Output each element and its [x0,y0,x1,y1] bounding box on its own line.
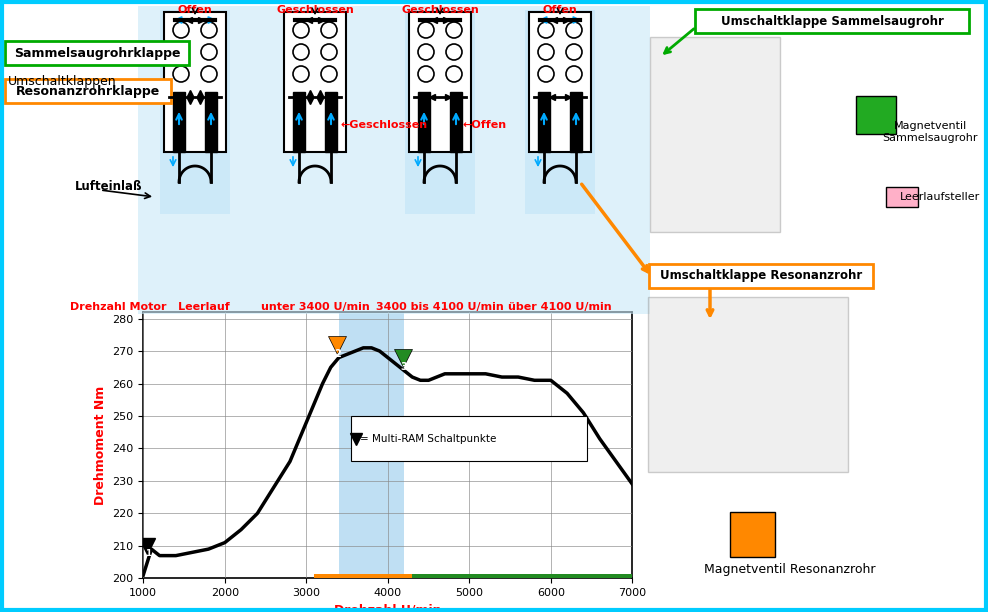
FancyBboxPatch shape [5,41,189,65]
Circle shape [446,44,462,60]
Text: Geschlossen: Geschlossen [401,5,479,15]
Text: 1: 1 [144,549,151,558]
Circle shape [566,66,582,82]
Bar [205,92,217,152]
Bar [164,12,226,152]
Text: Magnetventil
Sammelsaugrohr: Magnetventil Sammelsaugrohr [882,121,978,143]
Text: 3: 3 [400,362,407,373]
Bar [418,92,430,152]
Circle shape [418,66,434,82]
Text: Offen: Offen [178,5,212,15]
Bar [160,10,230,214]
Bar [293,92,305,152]
Circle shape [418,22,434,38]
Bar [412,575,632,578]
Text: = Multi-RAM Schaltpunkte: = Multi-RAM Schaltpunkte [360,434,496,444]
FancyBboxPatch shape [695,9,969,33]
Text: Drehzahl Motor   Leerlauf: Drehzahl Motor Leerlauf [70,302,230,312]
Bar [284,12,346,152]
Bar [173,92,185,152]
Text: ←Offen: ←Offen [462,120,506,130]
Bar [650,37,780,232]
Bar [314,575,412,578]
Text: Resonanzrohrklappe: Resonanzrohrklappe [16,84,160,97]
Circle shape [293,44,309,60]
Circle shape [293,66,309,82]
Text: Umschaltklappe Resonanzrohr: Umschaltklappe Resonanzrohr [660,269,863,283]
FancyBboxPatch shape [5,79,171,103]
Bar [325,92,337,152]
Circle shape [538,66,554,82]
Bar [648,297,848,472]
Circle shape [201,44,217,60]
Bar [856,96,896,134]
Bar [570,92,582,152]
Bar [405,10,475,214]
Bar [351,416,588,461]
Text: Umschaltklappen: Umschaltklappen [8,75,117,89]
Bar [538,92,550,152]
Text: Umschaltklappe Sammelsaugrohr: Umschaltklappe Sammelsaugrohr [720,15,944,28]
Bar [730,512,775,557]
Text: unter 3400 U/min: unter 3400 U/min [261,302,370,312]
Bar [529,12,591,152]
Circle shape [566,44,582,60]
Text: Sammelsaugrohrklappe: Sammelsaugrohrklappe [14,47,180,59]
Bar [525,10,595,214]
Circle shape [538,44,554,60]
Circle shape [566,22,582,38]
Text: Leerlaufsteller: Leerlaufsteller [900,192,980,202]
Bar [339,312,404,578]
Circle shape [321,22,337,38]
Circle shape [173,44,189,60]
Circle shape [201,66,217,82]
Text: ←Geschlossen: ←Geschlossen [340,120,427,130]
Bar [886,187,918,207]
Circle shape [321,44,337,60]
Circle shape [173,22,189,38]
X-axis label: Drehzahl U/min: Drehzahl U/min [334,603,442,612]
Circle shape [293,22,309,38]
Circle shape [446,66,462,82]
Y-axis label: Drehmoment Nm: Drehmoment Nm [94,386,107,505]
Circle shape [418,44,434,60]
Circle shape [201,22,217,38]
Text: Geschlossen: Geschlossen [276,5,354,15]
Circle shape [173,66,189,82]
Bar [450,92,462,152]
Circle shape [538,22,554,38]
FancyBboxPatch shape [649,264,873,288]
Text: 2: 2 [334,349,341,359]
Text: Lufteinlaß: Lufteinlaß [75,181,142,193]
Text: Magnetventil Resonanzrohr: Magnetventil Resonanzrohr [704,564,875,577]
Bar [138,6,650,314]
Text: über 4100 U/min: über 4100 U/min [508,302,612,312]
Text: Offen: Offen [542,5,577,15]
Circle shape [321,66,337,82]
Bar [409,12,471,152]
Circle shape [446,22,462,38]
Text: 3400 bis 4100 U/min: 3400 bis 4100 U/min [376,302,504,312]
